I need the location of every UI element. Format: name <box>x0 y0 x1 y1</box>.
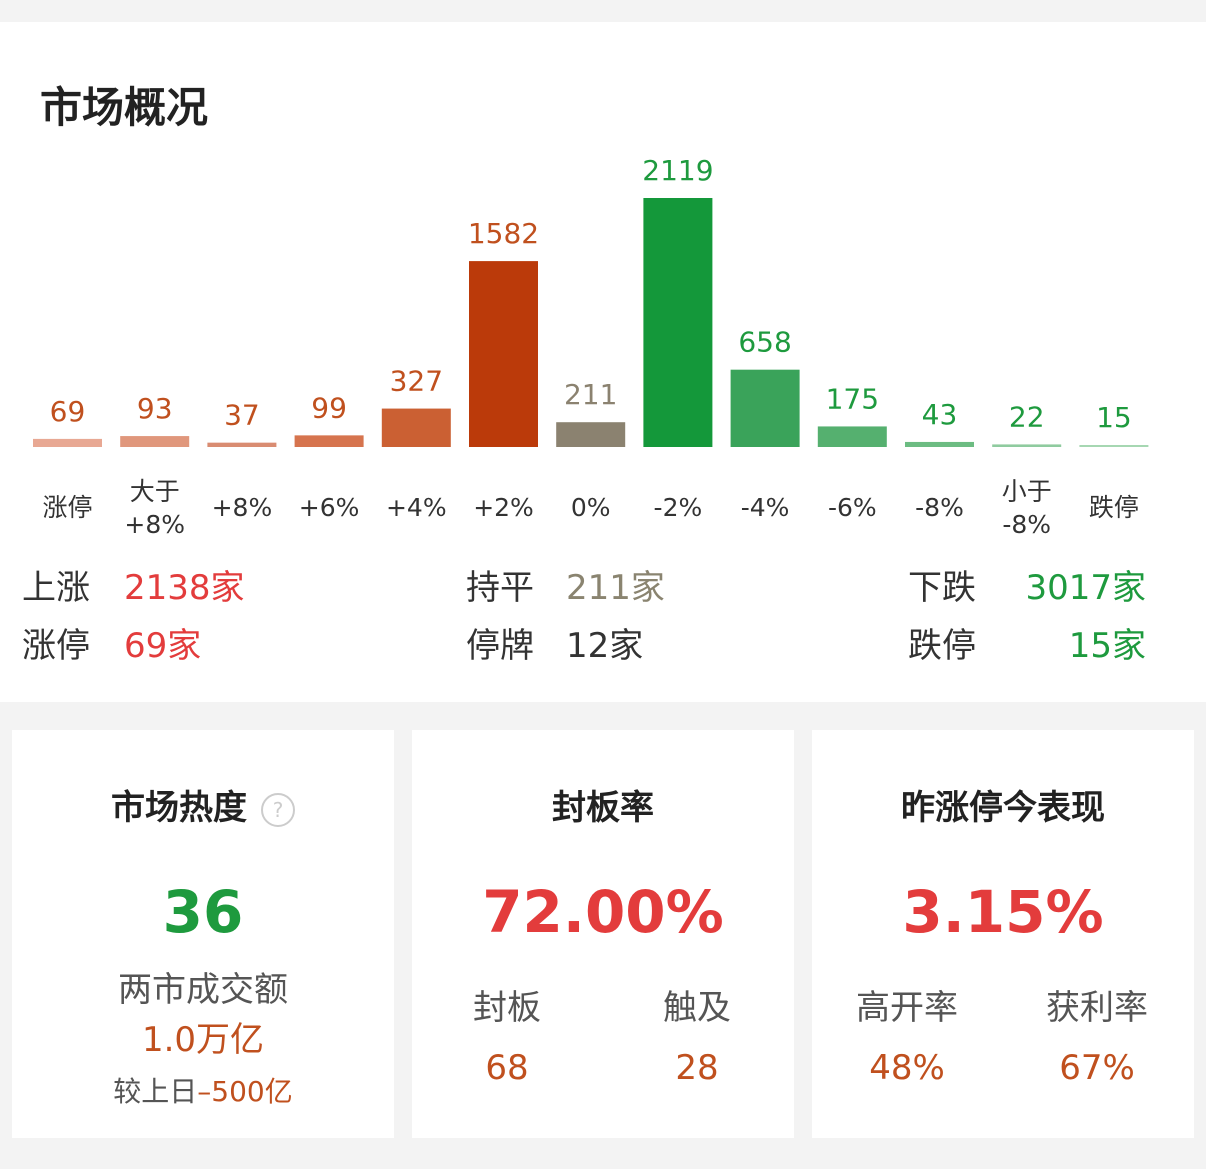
category-tick-label: +2% <box>473 493 534 522</box>
seal-rate-value: 72.00% <box>482 878 724 946</box>
seal-rate-title: 封板率 <box>552 788 654 828</box>
prev-limit-up-value: 3.15% <box>902 878 1104 946</box>
category-tick-label: +6% <box>299 493 360 522</box>
high-open-rate-value: 48% <box>869 1048 945 1088</box>
bar-0 <box>33 438 102 447</box>
bar-10 <box>905 441 974 447</box>
bar-8 <box>730 369 800 447</box>
bar-value-label: 37 <box>224 399 260 432</box>
touch-count-label: 触及 <box>663 988 731 1028</box>
category-tick-label: -8% <box>915 493 964 522</box>
limit-up-value: 69家 <box>124 626 202 666</box>
profit-rate-value: 67% <box>1059 1048 1135 1088</box>
profit-rate-label: 获利率 <box>1046 988 1148 1028</box>
bar-3 <box>294 435 364 447</box>
seal-rate-card[interactable]: 封板率 72.00% 封板 触及 68 28 <box>412 730 794 1138</box>
flat-value: 211家 <box>566 568 665 608</box>
prev-limit-up-card[interactable]: 昨涨停今表现 3.15% 高开率 获利率 48% 67% <box>812 730 1194 1138</box>
distribution-chart: 69 涨停 93 大于+8% 37 +8% 99 +6% 327 +4% 1582 +2% 211 0% 2… <box>33 154 1149 539</box>
bar-value-label: 211 <box>564 378 617 411</box>
bar-6 <box>556 422 626 447</box>
seal-count-label: 封板 <box>473 988 541 1028</box>
limit-down-value: 15家 <box>1068 626 1146 666</box>
down-value: 3017家 <box>1025 568 1146 608</box>
page-title: 市场概况 <box>40 83 209 132</box>
bar-12 <box>1079 445 1149 447</box>
up-label: 上涨 <box>22 568 90 608</box>
bar-11 <box>992 444 1062 447</box>
category-tick-label: +8% <box>212 493 273 522</box>
bar-value-label: 43 <box>922 398 958 431</box>
bar-value-label: 658 <box>738 326 791 359</box>
category-tick-label: 小于-8% <box>1002 477 1052 539</box>
market-heat-title: 市场热度 <box>111 788 247 828</box>
compare-label: 较上日 <box>113 1075 198 1108</box>
category-tick-label: -6% <box>828 493 877 522</box>
turnover-value: 1.0万亿 <box>141 1020 265 1060</box>
category-tick-label: 大于+8% <box>124 477 185 539</box>
bar-value-label: 69 <box>50 395 86 428</box>
category-tick-label: 0% <box>571 493 611 522</box>
high-open-rate-label: 高开率 <box>856 988 958 1028</box>
bar-value-label: 327 <box>390 365 443 398</box>
down-label: 下跌 <box>908 568 976 608</box>
market-overview-panel: 市场概况 69 涨停 93 大于+8% 37 +8% 99 +6% 327 +4% 1582 +2% 2… <box>0 22 1206 702</box>
bar-4 <box>381 408 451 447</box>
market-heat-card[interactable]: 市场热度? 36 两市成交额 1.0万亿 较上日–500亿 <box>12 730 394 1138</box>
category-tick-label: -4% <box>741 493 790 522</box>
bar-value-label: 175 <box>826 382 879 415</box>
compare-value: –500亿 <box>197 1075 293 1108</box>
category-tick-label: 跌停 <box>1089 493 1139 522</box>
up-value: 2138家 <box>124 568 245 608</box>
bar-1 <box>120 436 190 447</box>
bar-9 <box>817 426 887 447</box>
bar-value-label: 1582 <box>468 217 539 250</box>
seal-count-value: 68 <box>485 1048 529 1088</box>
category-tick-label: 涨停 <box>42 493 92 522</box>
limit-down-label: 跌停 <box>908 626 976 666</box>
bar-value-label: 99 <box>311 391 347 424</box>
bar-value-label: 22 <box>1009 400 1045 433</box>
touch-count-value: 28 <box>675 1048 719 1088</box>
turnover-label: 两市成交额 <box>118 970 288 1010</box>
flat-label: 持平 <box>466 568 534 608</box>
bar-value-label: 2119 <box>642 154 713 187</box>
bar-value-label: 15 <box>1096 401 1132 434</box>
category-tick-label: -2% <box>654 493 703 522</box>
limit-up-label: 涨停 <box>22 626 90 666</box>
question-icon[interactable]: ? <box>261 792 295 827</box>
bar-5 <box>469 261 538 447</box>
bar-2 <box>207 442 277 447</box>
halt-value: 12家 <box>566 626 644 666</box>
category-tick-label: +4% <box>386 493 447 522</box>
bar-value-label: 93 <box>137 392 173 425</box>
market-heat-value: 36 <box>162 878 244 946</box>
halt-label: 停牌 <box>466 626 534 666</box>
prev-limit-up-title: 昨涨停今表现 <box>901 788 1105 828</box>
bar-7 <box>643 198 713 447</box>
